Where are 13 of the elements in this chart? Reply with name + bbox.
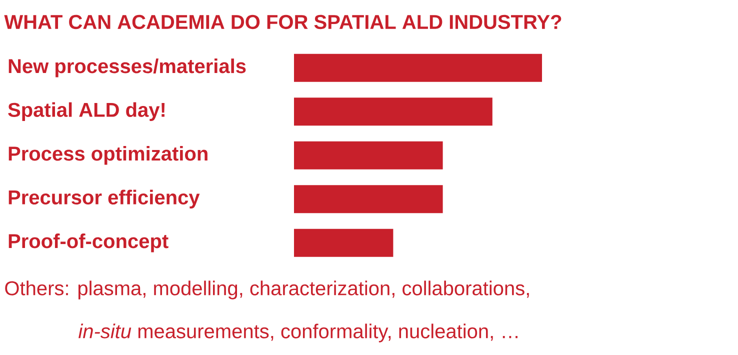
bar (294, 228, 394, 257)
y-tick-label: Precursor efficiency (8, 190, 200, 208)
y-tick-label: New processes/materials (8, 58, 246, 78)
y-tick-label: Spatial ALD day! (8, 102, 165, 121)
bar (294, 185, 443, 214)
y-tick-label: Proof-of-concept (8, 234, 168, 252)
bar (294, 98, 492, 126)
bar (294, 54, 542, 82)
y-tick-label: Process optimization (8, 146, 208, 165)
bar (294, 141, 443, 170)
chart-title: WHAT CAN ACADEMIA DO FOR SPATIAL ALD INDUSTRY? (4, 14, 562, 30)
text: Others: plasma, modelling, characterization, collaborations, (5, 280, 529, 300)
text: in-situ measurements, conformality, nucleation, … (78, 324, 518, 342)
